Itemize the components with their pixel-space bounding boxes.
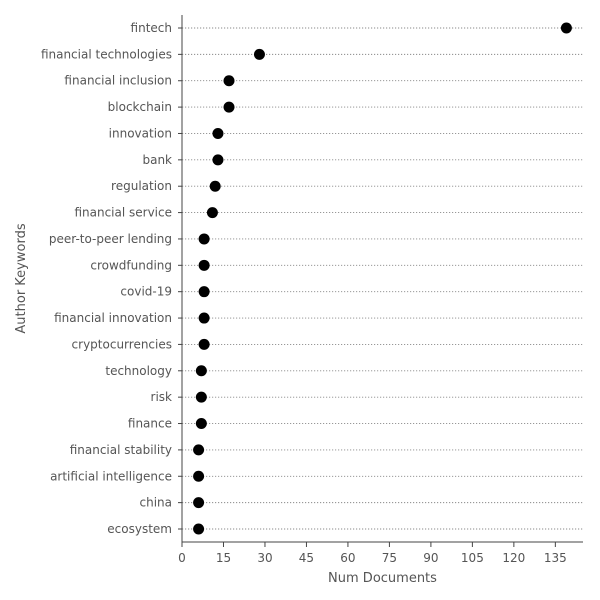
x-axis-ticks: 0 15 30 45 60 75 90 105 120 135 [178,542,567,565]
x-tick-label: 45 [299,551,314,565]
x-tick-label: 15 [216,551,231,565]
x-axis-title: Num Documents [328,571,437,586]
y-tick-label: bank [142,153,172,167]
y-tick-label: peer-to-peer lending [49,232,172,246]
x-tick-label: 0 [178,551,186,565]
y-tick-label: innovation [109,126,172,140]
data-point [193,470,205,482]
y-tick-label: financial innovation [54,311,172,325]
x-tick-label: 135 [544,551,567,565]
y-axis-ticks: fintech financial technologies financial i… [41,21,182,536]
y-tick-label: covid-19 [120,285,172,299]
y-tick-label: financial inclusion [64,74,172,88]
gridlines [182,27,583,530]
y-tick-label: financial stability [70,443,172,457]
x-tick-label: 120 [502,551,525,565]
data-point [212,154,224,166]
y-axis-title: Author Keywords [14,223,29,333]
y-tick-label: ecosystem [107,522,172,536]
data-point [198,338,210,350]
y-tick-label: finance [128,417,172,431]
data-point [195,365,207,377]
y-tick-label: cryptocurrencies [72,337,172,351]
data-points [193,22,572,535]
y-tick-label: blockchain [108,100,172,114]
data-point [193,523,205,535]
y-tick-label: technology [105,364,172,378]
data-point [223,75,235,87]
x-tick-label: 90 [423,551,438,565]
x-tick-label: 75 [382,551,397,565]
y-tick-label: financial service [74,206,172,220]
y-tick-label: financial technologies [41,47,172,61]
data-point [198,259,210,271]
data-point [195,418,207,430]
data-point [193,444,205,456]
y-tick-label: crowdfunding [90,258,172,272]
x-tick-label: 60 [340,551,355,565]
y-tick-label: risk [151,390,173,404]
data-point [206,207,218,219]
x-tick-label: 30 [257,551,272,565]
data-point [198,312,210,324]
data-point [209,180,221,192]
x-tick-label: 105 [461,551,484,565]
data-point [198,286,210,298]
y-tick-label: fintech [131,21,172,35]
data-point [253,48,265,60]
data-point [198,233,210,245]
y-tick-label: regulation [111,179,172,193]
axes [181,15,583,543]
data-point [195,391,207,403]
y-tick-label: china [140,496,173,510]
data-point [212,127,224,139]
y-tick-label: artificial intelligence [50,469,172,483]
data-point [193,497,205,509]
data-point [560,22,572,34]
data-point [223,101,235,113]
